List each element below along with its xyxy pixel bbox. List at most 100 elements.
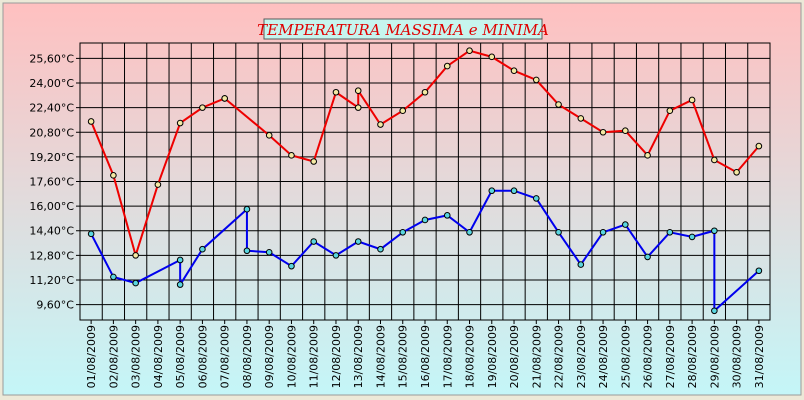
- x-tick-label: 07/08/2009: [219, 325, 232, 388]
- x-tick-label: 19/08/2009: [486, 325, 499, 388]
- data-point: [110, 172, 117, 179]
- max-temperature-series: [87, 47, 763, 259]
- data-point: [666, 228, 674, 236]
- data-point: [577, 261, 585, 268]
- data-point: [688, 96, 696, 104]
- data-point: [555, 101, 562, 108]
- x-tick-label: 24/08/2009: [597, 325, 610, 388]
- data-point: [622, 127, 629, 135]
- data-point: [354, 104, 362, 111]
- data-point: [377, 121, 384, 128]
- x-tick-label: 05/08/2009: [174, 325, 187, 388]
- data-point: [332, 252, 340, 259]
- y-tick-label: 16,00°C: [29, 200, 74, 213]
- data-point: [644, 152, 651, 159]
- x-tick-label: 09/08/2009: [263, 325, 276, 388]
- x-tick-label: 06/08/2009: [196, 325, 209, 388]
- x-tick-label: 20/08/2009: [508, 325, 521, 388]
- data-point: [199, 245, 206, 253]
- data-point: [176, 281, 184, 288]
- data-point: [755, 267, 763, 275]
- x-tick-label: 27/08/2009: [664, 325, 677, 388]
- data-point: [577, 115, 585, 122]
- y-tick-label: 22,40°C: [29, 102, 74, 115]
- data-point: [622, 221, 629, 228]
- data-point: [488, 187, 496, 195]
- data-point: [176, 256, 184, 264]
- x-tick-label: 31/08/2009: [753, 325, 766, 388]
- y-tick-label: 24,00°C: [29, 77, 74, 90]
- data-point: [221, 95, 228, 102]
- min-temperature-series: [87, 187, 763, 315]
- data-point: [377, 245, 384, 253]
- x-tick-label: 22/08/2009: [553, 325, 566, 388]
- data-point: [755, 142, 763, 150]
- data-point: [310, 158, 318, 165]
- y-tick-label: 12,80°C: [29, 249, 74, 262]
- grid: [80, 43, 770, 320]
- data-point: [421, 216, 429, 224]
- x-tick-label: 29/08/2009: [708, 325, 721, 388]
- y-tick-label: 25,60°C: [29, 52, 74, 65]
- data-point: [644, 253, 651, 261]
- data-point: [332, 88, 340, 96]
- x-tick-label: 26/08/2009: [642, 325, 655, 388]
- data-point: [243, 247, 251, 255]
- x-tick-label: 03/08/2009: [130, 325, 143, 388]
- data-point: [711, 156, 718, 164]
- data-point: [599, 128, 607, 136]
- data-point: [265, 132, 273, 139]
- data-point: [532, 195, 540, 202]
- data-point: [599, 228, 607, 236]
- y-tick-label: 17,60°C: [29, 176, 74, 189]
- x-tick-label: 28/08/2009: [686, 325, 699, 388]
- x-tick-label: 08/08/2009: [241, 325, 254, 388]
- y-tick-label: 11,20°C: [29, 274, 74, 287]
- x-tick-label: 04/08/2009: [152, 325, 165, 388]
- x-tick-label: 10/08/2009: [285, 325, 298, 388]
- data-point: [176, 119, 184, 127]
- data-point: [288, 152, 295, 159]
- data-point: [87, 118, 95, 125]
- data-point: [354, 238, 362, 245]
- data-point: [265, 248, 273, 256]
- x-tick-label: 18/08/2009: [464, 325, 477, 388]
- chart-title-box: TEMPERATURA MASSIMA e MINIMA: [257, 18, 549, 40]
- x-tick-label: 11/08/2009: [308, 325, 321, 388]
- data-point: [288, 262, 295, 270]
- y-tick-label: 19,20°C: [29, 151, 74, 164]
- data-point: [132, 252, 139, 259]
- chart-title: TEMPERATURA MASSIMA e MINIMA: [257, 21, 549, 39]
- data-point: [443, 62, 451, 70]
- x-tick-label: 17/08/2009: [441, 325, 454, 388]
- data-point: [488, 53, 496, 61]
- x-tick-label: 15/08/2009: [397, 325, 410, 388]
- x-axis: 01/08/2009 02/08/2009 03/08/2009 04/08/2009…: [85, 320, 766, 388]
- data-point: [243, 205, 251, 213]
- data-point: [87, 230, 95, 238]
- x-tick-label: 21/08/2009: [530, 325, 543, 388]
- x-tick-label: 14/08/2009: [374, 325, 387, 388]
- data-point: [711, 227, 718, 235]
- data-point: [399, 107, 407, 115]
- data-point: [354, 87, 362, 95]
- y-axis: 9,60°C 11,20°C 12,80°C 14,40°C 16,00°C 17,60°…: [29, 52, 80, 312]
- data-point: [733, 168, 740, 176]
- data-point: [532, 76, 540, 84]
- data-point: [199, 104, 206, 111]
- data-point: [154, 181, 162, 188]
- x-tick-label: 16/08/2009: [419, 325, 432, 388]
- x-tick-label: 12/08/2009: [330, 325, 343, 388]
- x-tick-label: 02/08/2009: [107, 325, 120, 388]
- data-point: [310, 238, 318, 245]
- data-point: [510, 67, 518, 74]
- x-tick-label: 01/08/2009: [85, 325, 98, 388]
- y-tick-label: 9,60°C: [36, 299, 74, 312]
- data-point: [666, 107, 674, 115]
- x-tick-label: 25/08/2009: [619, 325, 632, 388]
- x-tick-label: 23/08/2009: [575, 325, 588, 388]
- data-point: [466, 228, 473, 236]
- data-point: [711, 307, 718, 315]
